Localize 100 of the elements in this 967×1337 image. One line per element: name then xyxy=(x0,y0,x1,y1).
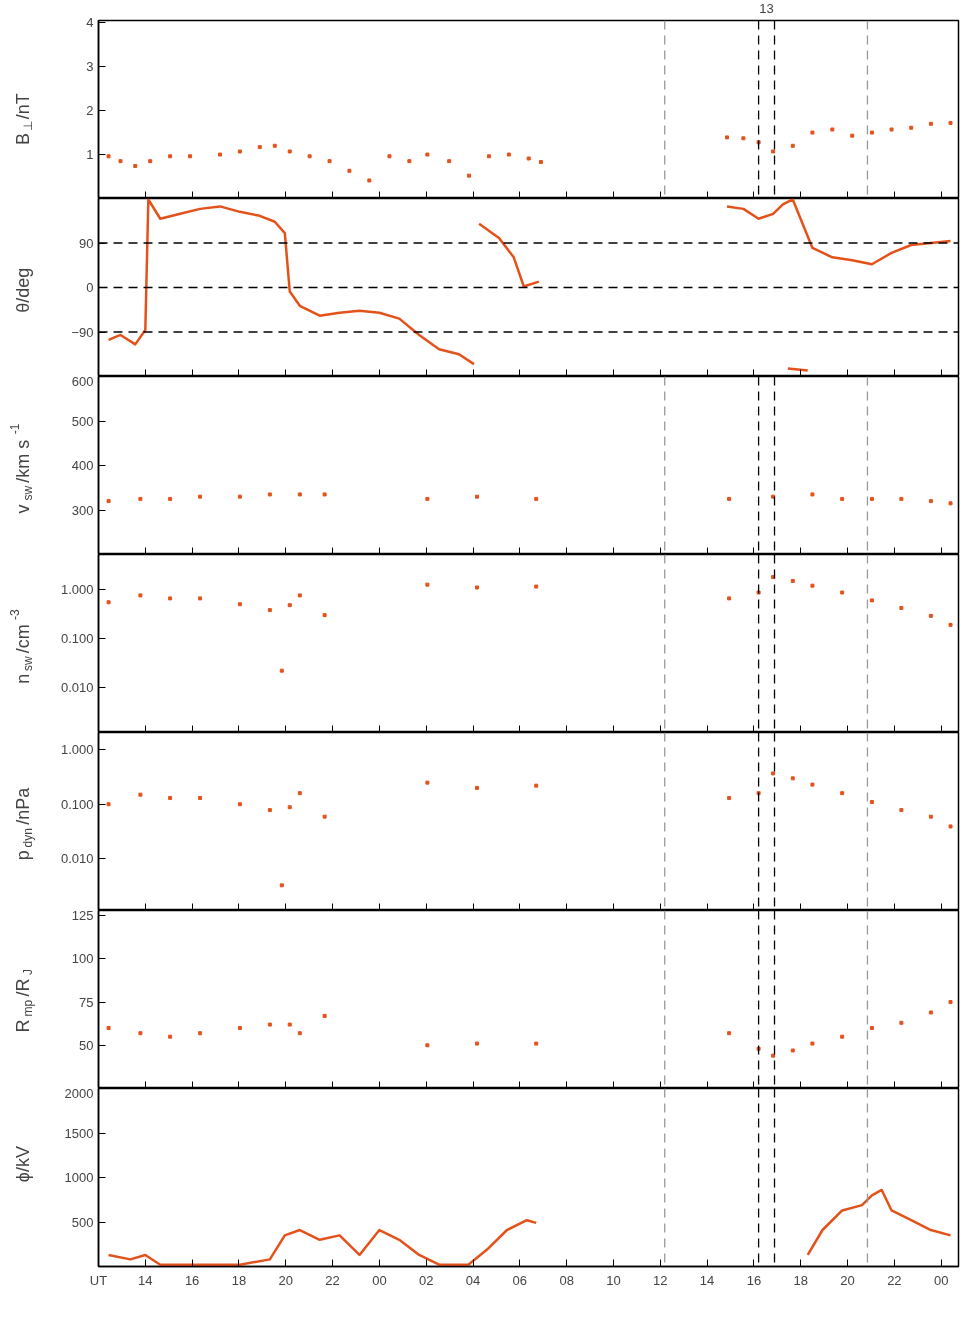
point xyxy=(889,127,894,132)
point xyxy=(287,603,292,608)
point xyxy=(869,130,874,135)
x-tick-label: 02 xyxy=(418,1272,434,1288)
point xyxy=(168,1034,173,1039)
point xyxy=(133,163,138,168)
point xyxy=(869,598,874,603)
y-tick-label: 1.000 xyxy=(60,582,94,598)
y-tick-label: 4 xyxy=(86,15,94,31)
point xyxy=(168,154,173,159)
point xyxy=(810,130,815,135)
y-tick-label: 75 xyxy=(79,994,94,1010)
point xyxy=(425,1043,430,1048)
point xyxy=(899,808,904,813)
y-axis-title: ϕ/kV xyxy=(12,1146,33,1183)
x-tick-label: 08 xyxy=(559,1272,574,1288)
x-tick-label: 06 xyxy=(512,1272,528,1288)
point xyxy=(850,133,855,138)
point xyxy=(727,1031,732,1036)
x-tick-label: 00 xyxy=(933,1272,949,1288)
point xyxy=(948,622,953,627)
y-tick-label: 1500 xyxy=(64,1125,94,1141)
y-axis-title: nsw/cm-3 xyxy=(8,608,35,684)
point xyxy=(168,796,173,801)
point xyxy=(287,805,292,810)
point xyxy=(425,780,430,785)
point xyxy=(327,159,332,164)
point xyxy=(138,1031,143,1036)
point xyxy=(790,578,795,583)
point xyxy=(148,159,153,164)
y-tick-label: 300 xyxy=(71,502,94,518)
x-tick-label: 00 xyxy=(372,1272,387,1288)
point xyxy=(790,776,795,781)
point xyxy=(928,1010,933,1015)
point xyxy=(840,590,845,595)
text: UT xyxy=(89,1272,108,1288)
point xyxy=(297,791,302,796)
point xyxy=(425,152,430,157)
x-tick-label: 14 xyxy=(699,1272,715,1288)
y-tick-label: 90 xyxy=(79,235,94,251)
point xyxy=(810,782,815,787)
point xyxy=(725,135,729,140)
point xyxy=(948,120,953,125)
point xyxy=(307,154,312,159)
y-tick-label: 125 xyxy=(71,908,94,924)
y-tick-label: 1000 xyxy=(64,1170,94,1185)
x-tick-label: 22 xyxy=(887,1272,902,1288)
y-tick-label: 0 xyxy=(86,280,94,295)
point xyxy=(928,613,933,618)
y-tick-label: 500 xyxy=(71,413,94,429)
x-tick-label: 10 xyxy=(606,1272,621,1288)
point xyxy=(948,1000,953,1005)
point xyxy=(287,149,292,154)
point xyxy=(322,1013,327,1018)
y-tick-label: 0.100 xyxy=(60,630,94,646)
y-axis-title: B⊥/nT xyxy=(12,93,35,145)
point xyxy=(948,824,953,829)
y-tick-label: 1 xyxy=(86,147,94,163)
point xyxy=(272,143,277,148)
y-tick-label: 500 xyxy=(71,1214,94,1230)
point xyxy=(237,802,242,807)
point xyxy=(869,1026,874,1031)
point xyxy=(118,159,123,164)
x-tick-label: 20 xyxy=(840,1272,855,1288)
point xyxy=(237,1026,242,1031)
point xyxy=(534,584,539,589)
x-tick-label: 18 xyxy=(793,1272,808,1288)
x-tick-label: 16 xyxy=(184,1272,200,1288)
point xyxy=(840,791,845,796)
y-axis-title: θ/deg xyxy=(12,267,33,313)
point xyxy=(790,1048,795,1053)
point xyxy=(168,596,173,601)
point xyxy=(267,608,272,613)
x-tick-label: 22 xyxy=(325,1272,340,1288)
point xyxy=(506,152,511,157)
point xyxy=(198,1031,203,1036)
point xyxy=(106,600,111,605)
point xyxy=(267,808,272,813)
point xyxy=(771,149,776,154)
y-tick-label: 0.100 xyxy=(60,796,94,812)
point xyxy=(534,1041,539,1046)
x-tick-label: 16 xyxy=(746,1272,762,1288)
point xyxy=(538,160,543,165)
text: 13 xyxy=(759,0,774,16)
y-axis-title: vsw/km s-1 xyxy=(8,423,35,514)
point xyxy=(727,796,732,801)
point xyxy=(899,605,904,610)
point xyxy=(425,582,430,587)
y-tick-label: 0.010 xyxy=(60,679,94,695)
point xyxy=(909,125,914,130)
point xyxy=(237,149,242,154)
y-tick-label: 400 xyxy=(71,458,94,473)
point xyxy=(534,783,539,788)
y-axis-title: Rmp/RJ xyxy=(12,969,35,1033)
y-tick-label: 3 xyxy=(86,59,94,75)
point xyxy=(279,668,284,673)
point xyxy=(387,154,392,159)
point xyxy=(267,1022,272,1027)
y-tick-label: 0.010 xyxy=(60,850,94,866)
point xyxy=(899,1020,904,1025)
